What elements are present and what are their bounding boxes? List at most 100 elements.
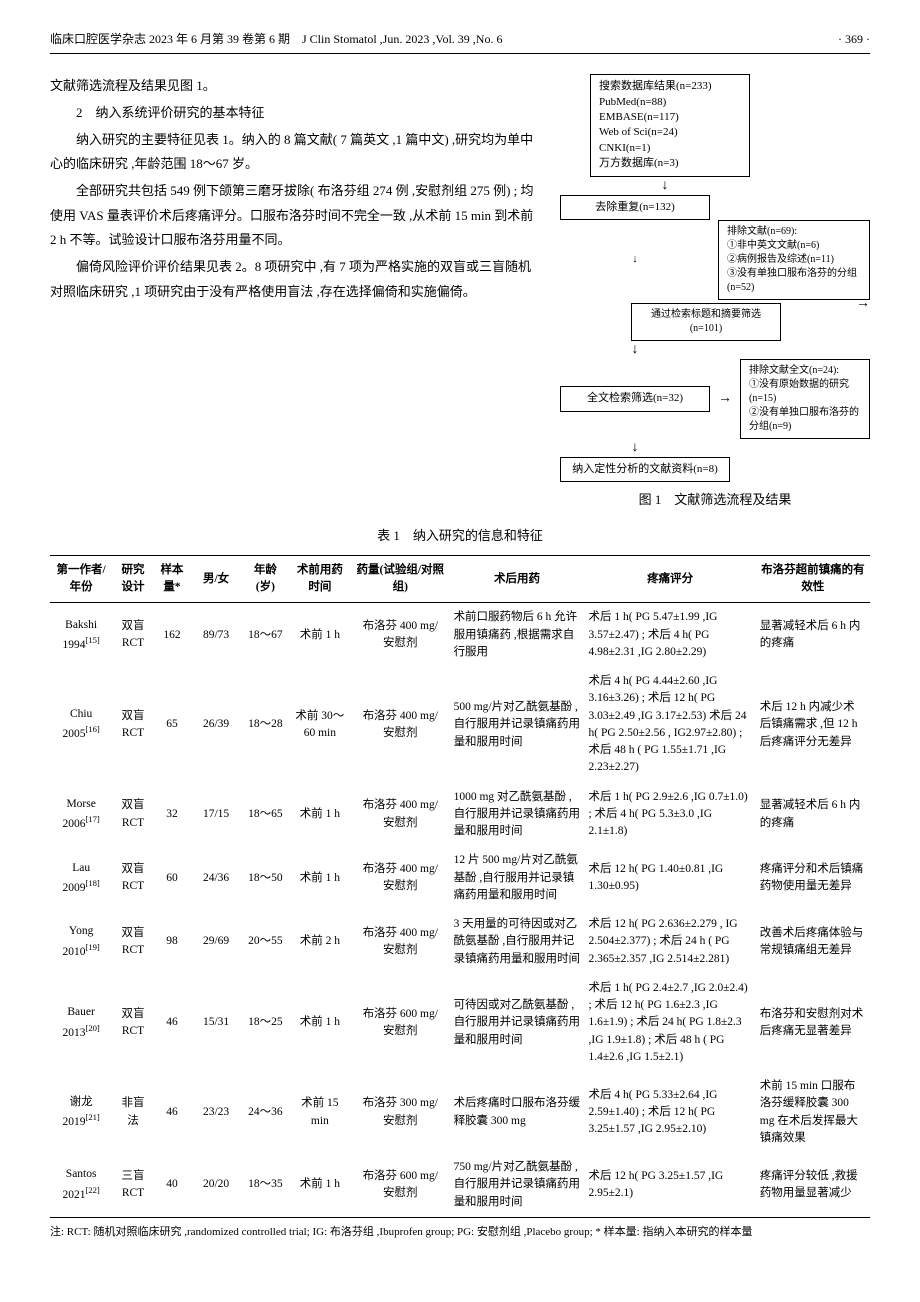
th-n: 样本量*: [154, 555, 190, 603]
cell-sex: 89/73: [190, 603, 242, 667]
th-sex: 男/女: [190, 555, 242, 603]
cell-efficacy: 疼痛评分和术后镇痛药物使用量无差异: [756, 846, 870, 910]
cell-author: Chiu2005[16]: [50, 667, 112, 783]
th-design: 研究设计: [112, 555, 154, 603]
cell-time: 术前 1 h: [289, 846, 351, 910]
cell-postop: 750 mg/片对乙酰氨基酚 ,自行服用并记录镇痛药用量和服用时间: [450, 1153, 585, 1217]
flow-box-screen: 通过检索标题和摘要筛选(n=101): [631, 303, 781, 341]
cell-sex: 15/31: [190, 974, 242, 1072]
cell-dose: 布洛芬 600 mg/安慰剂: [351, 1153, 450, 1217]
th-age: 年龄(岁): [242, 555, 289, 603]
table-row: Bakshi1994[15]双盲RCT16289/7318～67术前 1 h布洛…: [50, 603, 870, 667]
arrow-down-icon: ↓: [400, 441, 870, 455]
flow-box-fulltext: 全文检索筛选(n=32): [560, 386, 710, 411]
paragraph-5: 偏倚风险评价评价结果见表 2。8 项研究中 ,有 7 项为严格实施的双盲或三盲随…: [50, 255, 540, 304]
flow-box-search: 搜索数据库结果(n=233) PubMed(n=88) EMBASE(n=117…: [590, 74, 750, 176]
flow-box-dedup: 去除重复(n=132): [560, 195, 710, 220]
cell-n: 98: [154, 910, 190, 974]
th-dose: 药量(试验组/对照组): [351, 555, 450, 603]
cell-time: 术前 1 h: [289, 603, 351, 667]
table-row: 谢龙2019[21]非盲法4623/2324～36术前 15 min布洛芬 30…: [50, 1072, 870, 1153]
cell-pain: 术后 1 h( PG 5.47±1.99 ,IG 3.57±2.47) ; 术后…: [584, 603, 755, 667]
cell-dose: 布洛芬 400 mg/安慰剂: [351, 603, 450, 667]
cell-author: Yong2010[19]: [50, 910, 112, 974]
cell-pain: 术后 12 h( PG 3.25±1.57 ,IG 2.95±2.1): [584, 1153, 755, 1217]
cell-design: 双盲RCT: [112, 783, 154, 847]
cell-age: 18～35: [242, 1153, 289, 1217]
th-postop: 术后用药: [450, 555, 585, 603]
cell-age: 18～50: [242, 846, 289, 910]
cell-n: 60: [154, 846, 190, 910]
cell-dose: 布洛芬 400 mg/安慰剂: [351, 846, 450, 910]
cell-pain: 术后 1 h( PG 2.4±2.7 ,IG 2.0±2.4) ; 术后 12 …: [584, 974, 755, 1072]
cell-design: 双盲RCT: [112, 846, 154, 910]
journal-info: 临床口腔医学杂志 2023 年 6 月第 39 卷第 6 期 J Clin St…: [50, 30, 502, 49]
th-author: 第一作者/年份: [50, 555, 112, 603]
cell-efficacy: 术后 12 h 内减少术后镇痛需求 ,但 12 h 后疼痛评分无差异: [756, 667, 870, 783]
cell-postop: 术后疼痛时口服布洛芬缓释胶囊 300 mg: [450, 1072, 585, 1153]
cell-age: 18～25: [242, 974, 289, 1072]
arrow-down-icon: ↓: [560, 254, 710, 265]
main-content: 文献筛选流程及结果见图 1。 2 纳入系统评价研究的基本特征 纳入研究的主要特征…: [50, 74, 870, 511]
th-time: 术前用药时间: [289, 555, 351, 603]
cell-author: 谢龙2019[21]: [50, 1072, 112, 1153]
arrow-down-icon: ↓: [400, 343, 870, 357]
cell-sex: 20/20: [190, 1153, 242, 1217]
th-pain: 疼痛评分: [584, 555, 755, 603]
cell-n: 32: [154, 783, 190, 847]
table-row: Bauer2013[20]双盲RCT4615/3118～25术前 1 h布洛芬 …: [50, 974, 870, 1072]
cell-sex: 26/39: [190, 667, 242, 783]
cell-author: Santos2021[22]: [50, 1153, 112, 1217]
arrow-down-icon: ↓: [460, 179, 870, 193]
cell-n: 162: [154, 603, 190, 667]
cell-age: 18～65: [242, 783, 289, 847]
cell-n: 40: [154, 1153, 190, 1217]
studies-table: 第一作者/年份 研究设计 样本量* 男/女 年龄(岁) 术前用药时间 药量(试验…: [50, 555, 870, 1218]
cell-design: 双盲RCT: [112, 910, 154, 974]
table-row: Chiu2005[16]双盲RCT6526/3918～28术前 30～60 mi…: [50, 667, 870, 783]
cell-n: 46: [154, 974, 190, 1072]
cell-dose: 布洛芬 400 mg/安慰剂: [351, 910, 450, 974]
flow-box-included: 纳入定性分析的文献资料(n=8): [560, 457, 730, 482]
cell-time: 术前 1 h: [289, 783, 351, 847]
figure-caption: 图 1 文献筛选流程及结果: [560, 490, 870, 511]
cell-n: 46: [154, 1072, 190, 1153]
flow-box-exclude2: 排除文献全文(n=24): ①没有原始数据的研究(n=15) ②没有单独口服布洛…: [740, 359, 870, 439]
cell-postop: 3 天用量的可待因或对乙酰氨基酚 ,自行服用并记录镇痛药用量和服用时间: [450, 910, 585, 974]
cell-sex: 23/23: [190, 1072, 242, 1153]
arrow-right-icon: →: [718, 388, 732, 410]
cell-efficacy: 布洛芬和安慰剂对术后疼痛无显著差异: [756, 974, 870, 1072]
cell-time: 术前 1 h: [289, 1153, 351, 1217]
cell-dose: 布洛芬 600 mg/安慰剂: [351, 974, 450, 1072]
cell-author: Lau2009[18]: [50, 846, 112, 910]
cell-dose: 布洛芬 400 mg/安慰剂: [351, 783, 450, 847]
cell-age: 18～67: [242, 603, 289, 667]
cell-design: 双盲RCT: [112, 974, 154, 1072]
cell-sex: 17/15: [190, 783, 242, 847]
table-row: Morse2006[17]双盲RCT3217/1518～65术前 1 h布洛芬 …: [50, 783, 870, 847]
cell-time: 术前 30～60 min: [289, 667, 351, 783]
cell-dose: 布洛芬 400 mg/安慰剂: [351, 667, 450, 783]
cell-postop: 可待因或对乙酰氨基酚 ,自行服用并记录镇痛药用量和服用时间: [450, 974, 585, 1072]
cell-time: 术前 1 h: [289, 974, 351, 1072]
cell-pain: 术后 4 h( PG 5.33±2.64 ,IG 2.59±1.40) ; 术后…: [584, 1072, 755, 1153]
cell-author: Bakshi1994[15]: [50, 603, 112, 667]
cell-pain: 术后 4 h( PG 4.44±2.60 ,IG 3.16±3.26) ; 术后…: [584, 667, 755, 783]
table-row: Yong2010[19]双盲RCT9829/6920～55术前 2 h布洛芬 4…: [50, 910, 870, 974]
table-title: 表 1 纳入研究的信息和特征: [50, 526, 870, 547]
cell-postop: 术前口服药物后 6 h 允许服用镇痛药 ,根据需求自行服用: [450, 603, 585, 667]
cell-age: 18～28: [242, 667, 289, 783]
arrow-right-icon: →: [856, 293, 870, 315]
cell-efficacy: 术前 15 min 口服布洛芬缓释胶囊 300 mg 在术后发挥最大镇痛效果: [756, 1072, 870, 1153]
cell-n: 65: [154, 667, 190, 783]
flowchart: 搜索数据库结果(n=233) PubMed(n=88) EMBASE(n=117…: [560, 74, 870, 511]
cell-time: 术前 2 h: [289, 910, 351, 974]
cell-design: 双盲RCT: [112, 667, 154, 783]
cell-postop: 1000 mg 对乙酰氨基酚 ,自行服用并记录镇痛药用量和服用时间: [450, 783, 585, 847]
cell-author: Bauer2013[20]: [50, 974, 112, 1072]
page-number: · 369 ·: [838, 30, 870, 49]
th-efficacy: 布洛芬超前镇痛的有效性: [756, 555, 870, 603]
cell-time: 术前 15 min: [289, 1072, 351, 1153]
paragraph-2: 2 纳入系统评价研究的基本特征: [50, 101, 540, 126]
cell-design: 非盲法: [112, 1072, 154, 1153]
